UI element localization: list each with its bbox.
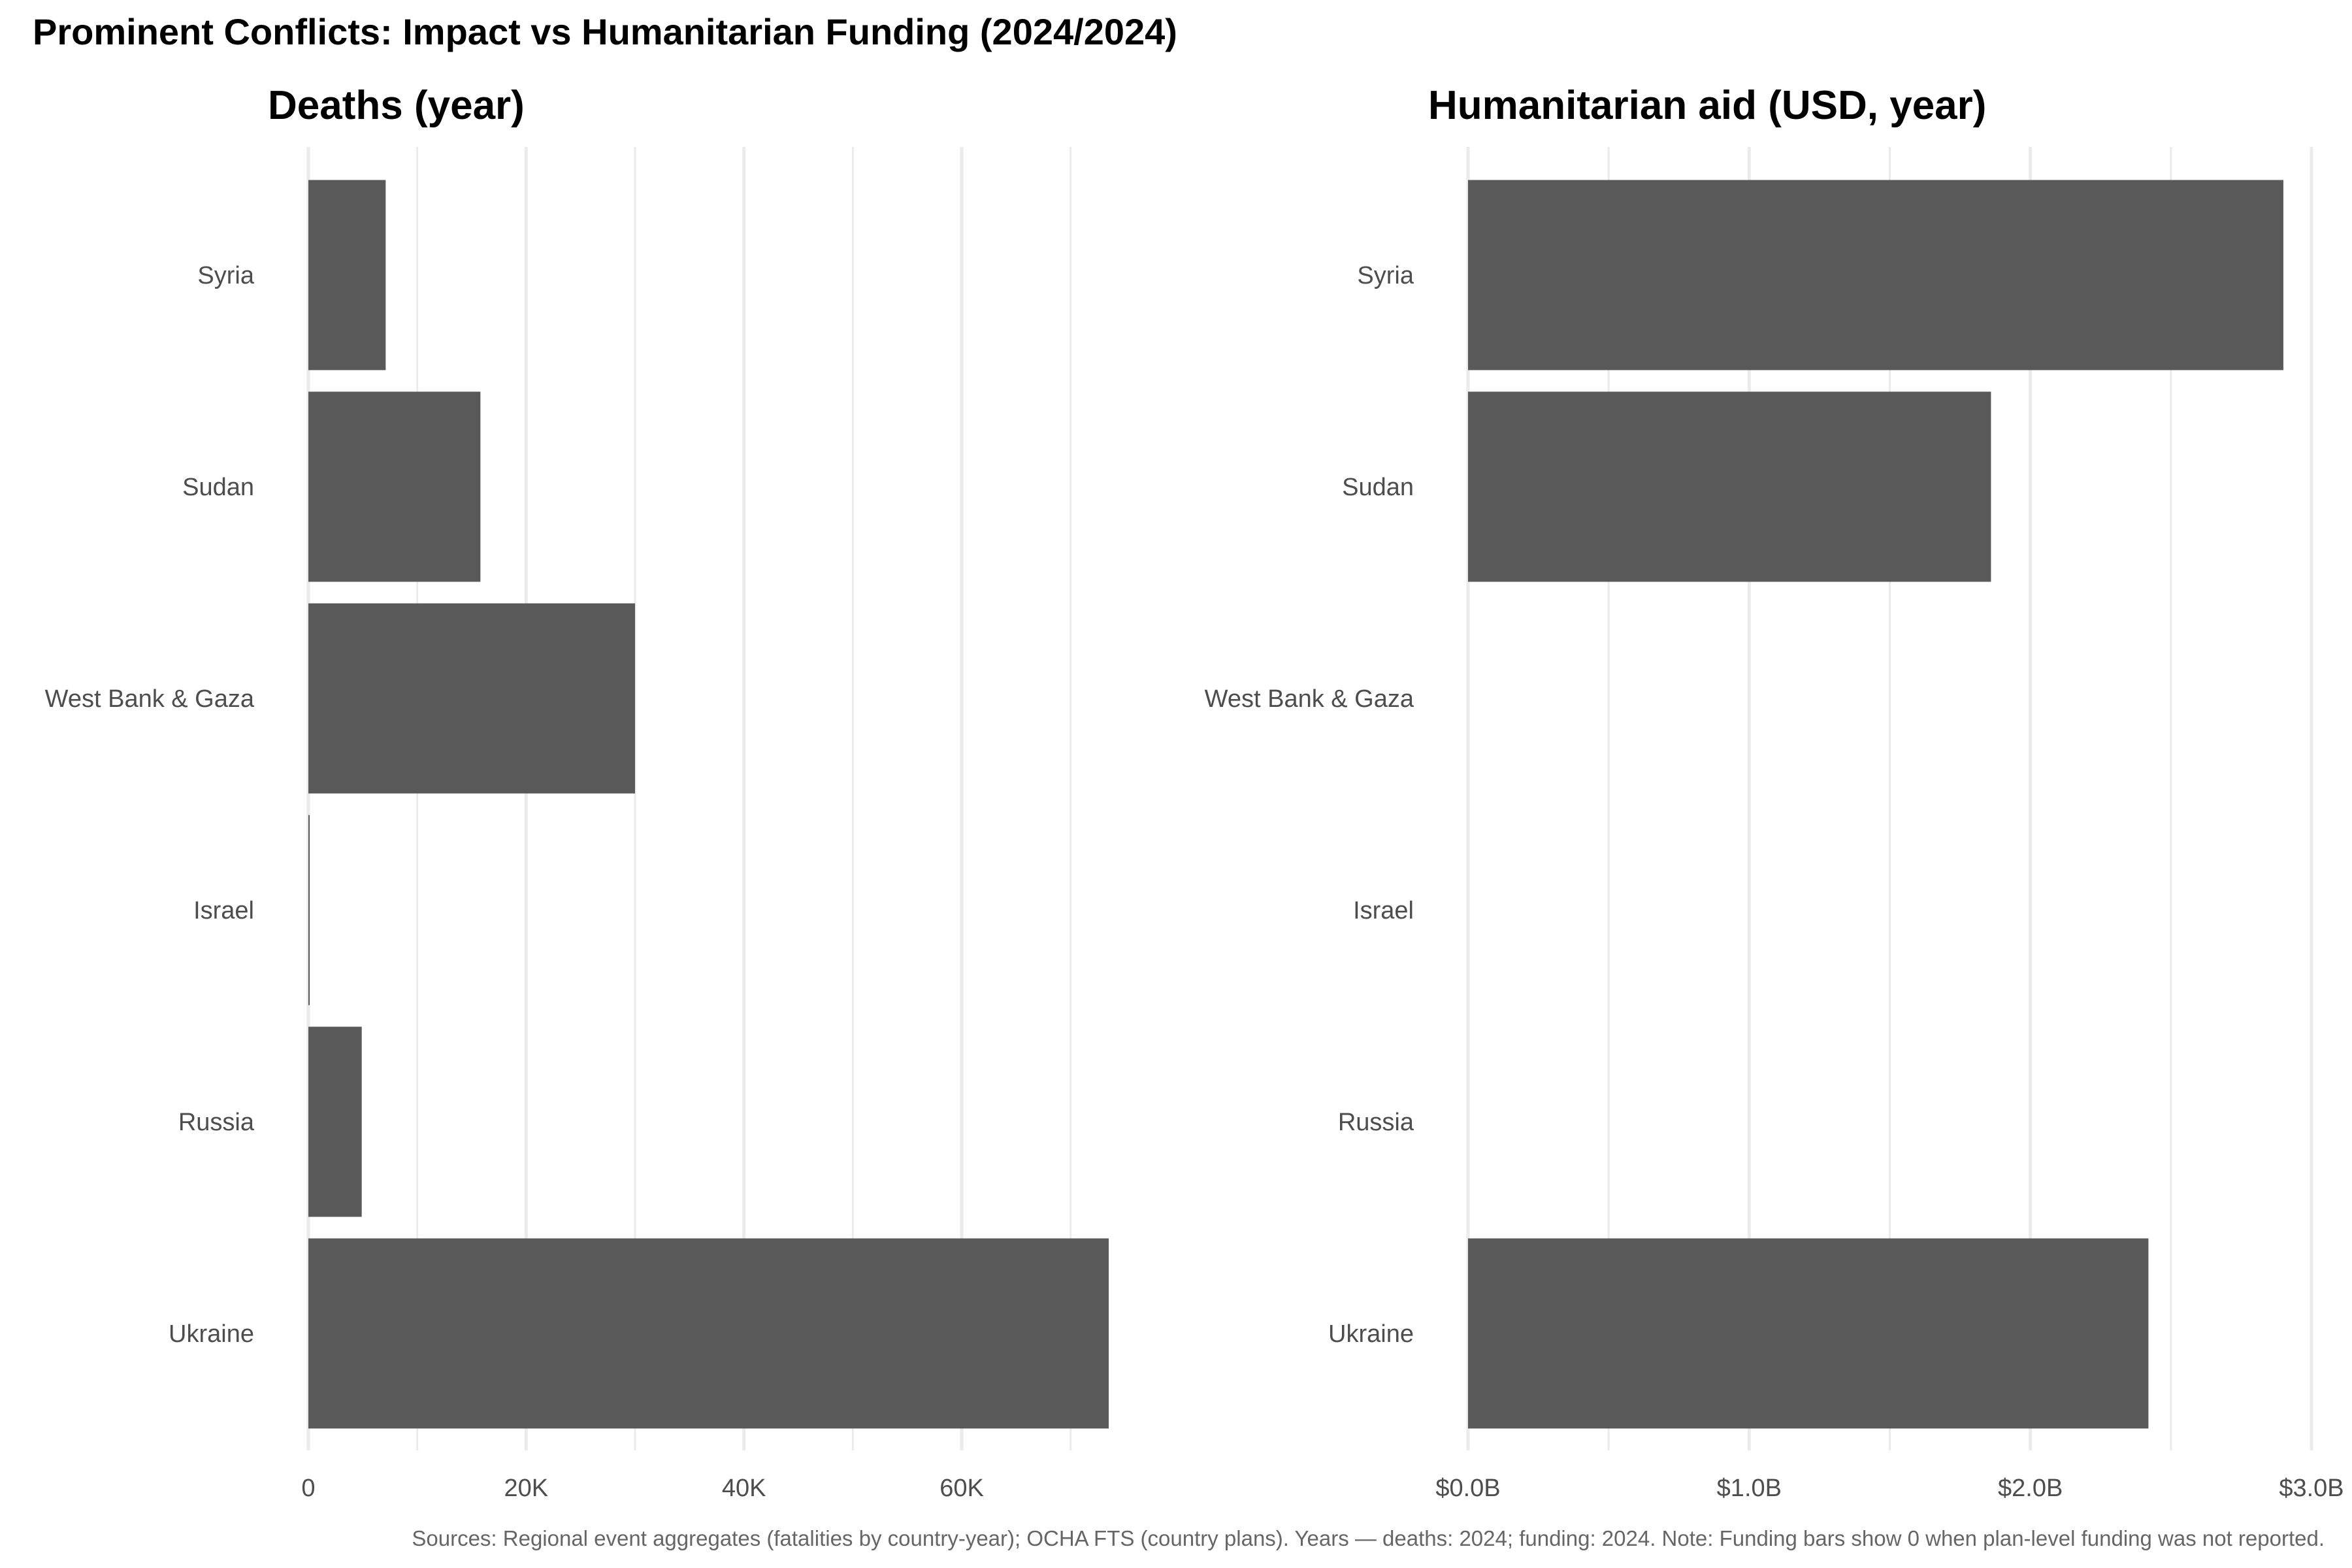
x-tick-label: 60K — [939, 1475, 984, 1502]
x-tick-label: 0 — [301, 1475, 315, 1502]
panel-2: $0.0B $1.0B $2.0B $3.0B Humanitarian aid (US… — [1205, 83, 2344, 1502]
bar-sudan — [1468, 391, 1991, 582]
category-label: Syria — [197, 262, 254, 289]
x-tick-label: $0.0B — [1435, 1475, 1500, 1502]
bar-syria — [308, 180, 386, 370]
category-label: Ukraine — [1328, 1320, 1414, 1348]
chart-title: Prominent Conflicts: Impact vs Humanitar… — [33, 11, 1177, 52]
x-tick-label: 40K — [722, 1475, 766, 1502]
category-label: Israel — [1353, 897, 1414, 924]
bar-russia — [308, 1026, 362, 1217]
chart-panels: 0 20K 40K 60K Deaths (year) Syria Sudan West Ba… — [45, 83, 2344, 1502]
bar-ukraine — [308, 1238, 1109, 1429]
panel-1: 0 20K 40K 60K Deaths (year) Syria Sudan West Ba… — [45, 83, 1109, 1502]
category-label: Sudan — [182, 474, 254, 501]
x-tick-label: 20K — [504, 1475, 549, 1502]
panel-title: Humanitarian aid (USD, year) — [1428, 83, 1986, 128]
bar-israel — [308, 815, 310, 1005]
category-label: Israel — [193, 897, 254, 924]
category-label: Russia — [1338, 1109, 1414, 1136]
category-label: Sudan — [1342, 474, 1414, 501]
x-tick-label: $3.0B — [2279, 1475, 2344, 1502]
category-label: West Bank & Gaza — [45, 685, 255, 713]
bar-syria — [1468, 180, 2283, 370]
panel-title: Deaths (year) — [268, 83, 525, 128]
bar-ukraine — [1468, 1238, 2149, 1429]
x-tick-label: $1.0B — [1717, 1475, 1782, 1502]
category-label: Syria — [1357, 262, 1414, 289]
category-label: Ukraine — [169, 1320, 254, 1348]
x-tick-label: $2.0B — [1998, 1475, 2063, 1502]
bar-west-bank-gaza — [308, 603, 635, 794]
bar-sudan — [308, 391, 481, 582]
category-label: Russia — [178, 1109, 255, 1136]
chart-caption: Sources: Regional event aggregates (fata… — [412, 1526, 2325, 1550]
category-label: West Bank & Gaza — [1205, 685, 1414, 713]
